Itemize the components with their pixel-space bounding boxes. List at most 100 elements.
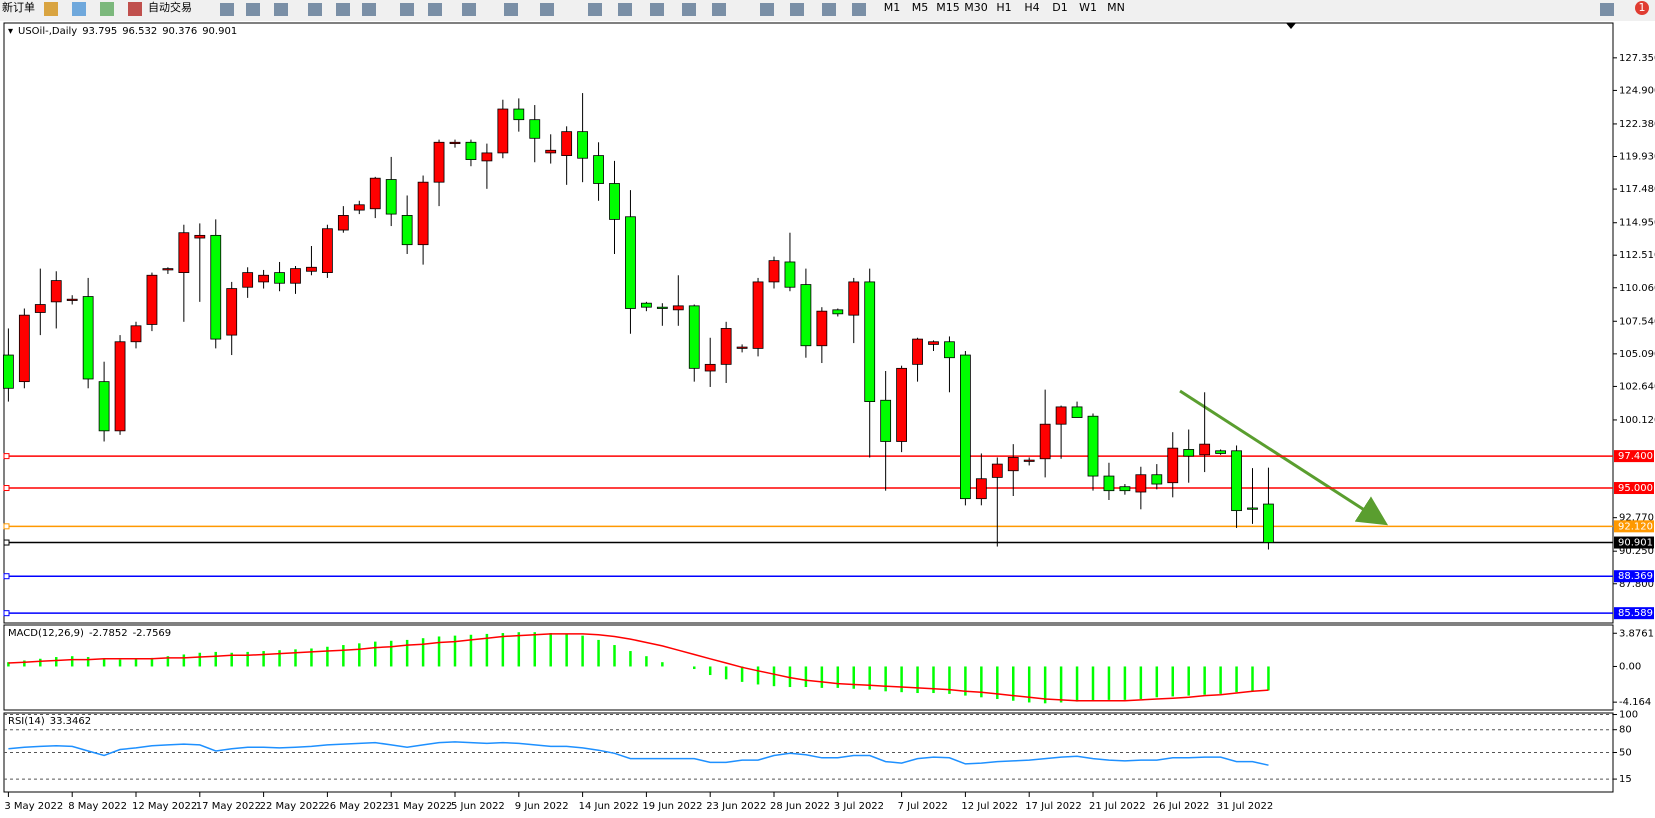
- icon[interactable]: [790, 3, 804, 16]
- icon[interactable]: [362, 3, 376, 16]
- candle-body: [960, 354, 971, 500]
- x-tick-label: 31 May 2022: [387, 801, 452, 812]
- icon[interactable]: [308, 3, 322, 16]
- candle-body: [82, 296, 94, 380]
- candle-body: [337, 215, 349, 231]
- icon[interactable]: [246, 3, 260, 16]
- timeframe-button[interactable]: H1: [996, 1, 1011, 14]
- icon[interactable]: [100, 2, 114, 16]
- candle-body: [912, 338, 923, 365]
- candle-body: [1055, 406, 1067, 425]
- candle-body: [625, 216, 636, 309]
- icon[interactable]: [760, 3, 774, 16]
- level-anchor: [3, 573, 10, 580]
- search-icon[interactable]: [1600, 3, 1614, 16]
- timeframe-button[interactable]: H4: [1024, 1, 1039, 14]
- icon[interactable]: [400, 3, 414, 16]
- candle-body: [816, 310, 828, 347]
- y-tick-label: 50: [1619, 748, 1632, 759]
- candle-body: [1007, 457, 1019, 472]
- candle-body: [736, 346, 748, 349]
- candle-body: [369, 177, 381, 210]
- icon[interactable]: [852, 3, 866, 16]
- notification-count: 1: [1639, 1, 1646, 14]
- indicator-header: RSI(14): [8, 716, 45, 727]
- icon[interactable]: [72, 2, 86, 16]
- icon[interactable]: [428, 3, 442, 16]
- level-tag-label: 90.901: [1618, 538, 1653, 549]
- candle-body: [465, 141, 477, 160]
- timeframe-button[interactable]: W1: [1079, 1, 1097, 14]
- new-order-button[interactable]: 新订单: [2, 0, 35, 14]
- candle-body: [497, 108, 509, 154]
- icon[interactable]: [650, 3, 664, 16]
- timeframe-bar: M1 M5 M15 M30 H1 H4 D1 W1 MN: [884, 1, 1125, 14]
- x-tick-label: 5 Jun 2022: [451, 801, 505, 812]
- icon[interactable]: [682, 3, 696, 16]
- candle-body: [1039, 423, 1051, 460]
- candle-body: [130, 325, 142, 343]
- icon[interactable]: [588, 3, 602, 16]
- candle-body: [896, 367, 907, 442]
- level-tag-label: 95.000: [1618, 483, 1653, 494]
- icon[interactable]: [504, 3, 518, 16]
- icon[interactable]: [128, 2, 142, 16]
- level-tag: [1614, 570, 1654, 583]
- y-tick-label: 117.480: [1619, 184, 1655, 195]
- candle-body: [928, 341, 939, 345]
- candle-body: [178, 232, 190, 274]
- y-tick-label: 3.8761: [1619, 628, 1654, 639]
- candle-body: [784, 261, 796, 288]
- timeframe-button[interactable]: M5: [912, 1, 929, 14]
- icon[interactable]: [540, 3, 554, 16]
- candle-body: [242, 272, 254, 288]
- candle-body: [1263, 503, 1274, 543]
- candle-body: [848, 281, 860, 316]
- candle-body: [672, 305, 684, 311]
- icon[interactable]: [822, 3, 836, 16]
- main-panel: [3, 22, 1614, 624]
- y-tick-label: 112.510: [1619, 250, 1655, 261]
- level-tag: [1614, 536, 1654, 549]
- icon[interactable]: [44, 2, 58, 16]
- y-tick-label: 102.640: [1619, 381, 1655, 392]
- candle-body: [34, 304, 46, 313]
- candle-body: [290, 268, 301, 284]
- y-tick-label: 80: [1619, 725, 1632, 736]
- candle-body: [162, 268, 174, 271]
- level-tag-label: 97.400: [1618, 451, 1653, 462]
- candle-body: [50, 280, 62, 303]
- icon[interactable]: [712, 3, 726, 16]
- timeframe-button[interactable]: M30: [964, 1, 988, 14]
- timeframe-button[interactable]: D1: [1052, 1, 1067, 14]
- y-tick-label: 87.800: [1619, 579, 1654, 590]
- icon[interactable]: [462, 3, 476, 16]
- indicator-header: 33.3462: [50, 716, 91, 727]
- shift-marker: [1286, 23, 1296, 29]
- candle-body: [98, 381, 110, 432]
- y-tick-label: 114.950: [1619, 218, 1655, 229]
- candle-body: [768, 260, 780, 283]
- icon[interactable]: [220, 3, 234, 16]
- x-tick-label: 31 Jul 2022: [1217, 801, 1274, 812]
- icon[interactable]: [336, 3, 350, 16]
- x-tick-label: 12 Jul 2022: [961, 801, 1018, 812]
- level-tag: [1614, 482, 1654, 495]
- candle-body: [975, 478, 987, 500]
- macd-panel: [3, 624, 1614, 711]
- notification-badge[interactable]: [1635, 1, 1649, 15]
- candle-body: [944, 341, 955, 359]
- icon[interactable]: [618, 3, 632, 16]
- icon[interactable]: [274, 3, 288, 16]
- timeframe-button[interactable]: M15: [936, 1, 960, 14]
- candle-body: [66, 298, 78, 301]
- y-tick-label: 119.930: [1619, 152, 1655, 163]
- x-tick-label: 21 Jul 2022: [1089, 801, 1146, 812]
- timeframe-button[interactable]: M1: [884, 1, 901, 14]
- candle-body: [864, 281, 876, 402]
- level-tag: [1614, 607, 1654, 620]
- indicator-header: 96.532: [122, 26, 157, 37]
- x-tick-label: 9 Jun 2022: [515, 801, 569, 812]
- auto-trading-button[interactable]: 自动交易: [148, 0, 192, 14]
- timeframe-button[interactable]: MN: [1107, 1, 1125, 14]
